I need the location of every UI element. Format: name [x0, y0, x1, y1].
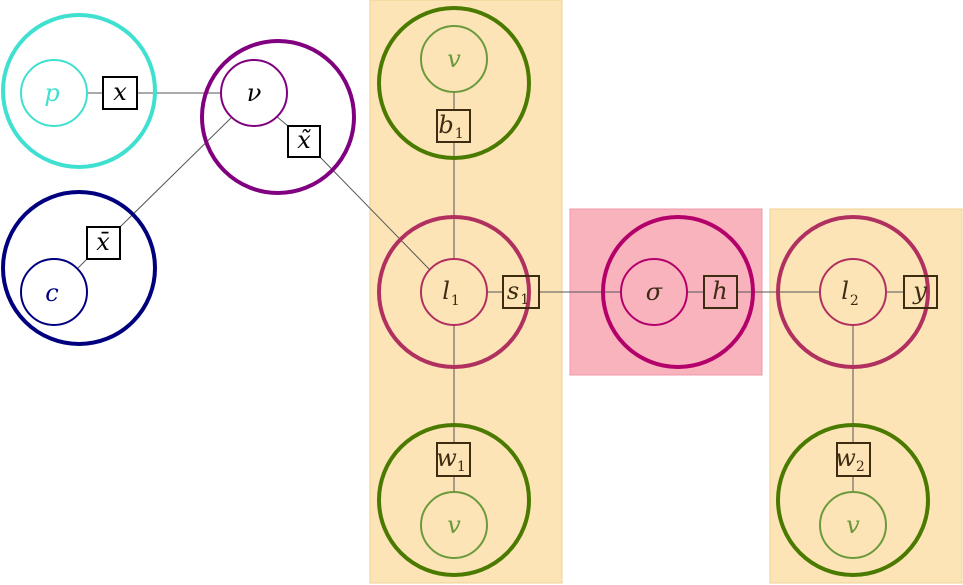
node-v-bottom2-label: v — [846, 511, 860, 539]
factor-s1-label: s1 — [507, 277, 529, 308]
plate-v-top — [377, 6, 531, 160]
plate-v-bottom2 — [776, 423, 930, 577]
plate-l2 — [776, 215, 930, 369]
node-c-label: c — [45, 279, 58, 307]
factor-w1-sub: 1 — [457, 459, 466, 475]
node-sigma-label: σ — [646, 278, 663, 306]
plate-v-bottom1 — [377, 423, 531, 577]
factor-xtilde — [287, 125, 321, 158]
factor-s1-sub: 1 — [520, 292, 529, 308]
factor-xtilde-label: x̃ — [297, 126, 311, 154]
factor-w2-main: w — [835, 444, 856, 472]
node-p-label: p — [44, 79, 59, 107]
node-l2-sub: 2 — [850, 293, 859, 309]
factor-w1-main: w — [436, 444, 457, 472]
node-v-top-label: v — [447, 45, 461, 73]
node-v-bottom1-label: v — [447, 511, 461, 539]
node-v-bottom2 — [819, 491, 887, 559]
node-nu — [220, 59, 288, 127]
plate-p — [1, 13, 157, 169]
node-l2-label: l2 — [841, 277, 859, 309]
factor-b1 — [436, 109, 471, 143]
plate-sigma — [601, 215, 755, 369]
factor-xbar — [86, 226, 121, 260]
edge-xbar-c — [77, 258, 88, 269]
factor-h — [703, 275, 738, 309]
edge-nu-xbar — [119, 116, 233, 228]
edge-xtilde-l1 — [319, 156, 431, 271]
factor-h-label: h — [712, 277, 727, 305]
node-l1-label: l1 — [442, 277, 460, 309]
factor-y-label: y — [912, 277, 927, 305]
node-l2 — [819, 258, 887, 326]
factor-y — [903, 275, 938, 309]
factor-b1-sub: 1 — [455, 126, 464, 142]
node-sigma — [620, 258, 688, 326]
node-v-bottom1 — [420, 491, 488, 559]
node-p — [20, 59, 88, 127]
node-l2-main: l — [841, 277, 849, 305]
region-layer1 — [369, 0, 563, 584]
plate-l1 — [377, 215, 531, 369]
factor-x — [102, 76, 138, 110]
plate-nu — [200, 39, 356, 195]
node-c — [20, 258, 88, 326]
factor-s1-main: s — [507, 277, 519, 305]
node-nu-label: ν — [247, 79, 262, 107]
node-l1-main: l — [442, 277, 450, 305]
node-l1 — [420, 258, 488, 326]
factor-w1-label: w1 — [436, 444, 465, 475]
node-l1-sub: 1 — [451, 293, 460, 309]
plate-c — [1, 190, 157, 346]
factor-b1-main: b — [438, 111, 453, 139]
factor-x-label: x — [113, 78, 127, 106]
region-layer2 — [769, 208, 963, 584]
node-v-top — [420, 25, 488, 93]
factor-w2 — [836, 442, 871, 477]
factor-w2-label: w2 — [835, 444, 864, 475]
edge-nu-xtilde — [275, 115, 289, 127]
factor-w2-sub: 2 — [856, 459, 865, 475]
factor-w1 — [436, 442, 471, 477]
factor-b1-label: b1 — [438, 111, 463, 142]
factor-xbar-label: x̄ — [96, 228, 110, 256]
factor-s1 — [502, 275, 540, 309]
